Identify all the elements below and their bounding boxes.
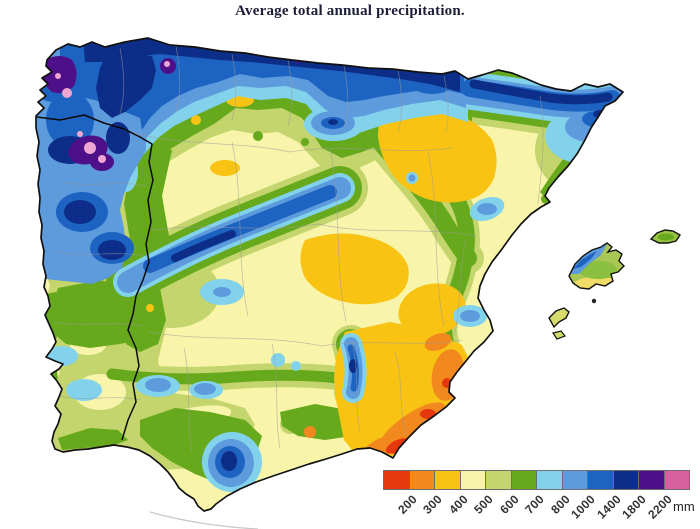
legend-swatch-0 bbox=[383, 470, 410, 490]
legend-swatch-1 bbox=[408, 470, 435, 490]
legend-swatch-9 bbox=[612, 470, 639, 490]
legend-swatch-6 bbox=[536, 470, 563, 490]
legend-ticks: mm 200 300 400 500 600 700 800 1000 1400 1800 2200 bbox=[383, 490, 695, 526]
legend-bar bbox=[383, 470, 690, 490]
legend-swatch-10 bbox=[638, 470, 665, 490]
legend-swatch-8 bbox=[587, 470, 614, 490]
legend-swatch-2 bbox=[434, 470, 461, 490]
legend-swatch-7 bbox=[561, 470, 588, 490]
cabrera-islet bbox=[591, 298, 597, 304]
formentera-island bbox=[552, 330, 566, 340]
legend-swatch-3 bbox=[459, 470, 486, 490]
legend-swatch-11 bbox=[663, 470, 690, 490]
legend: mm 200 300 400 500 600 700 800 1000 1400 1800 2200 bbox=[383, 470, 695, 526]
ibiza-island bbox=[548, 307, 570, 329]
legend-swatch-5 bbox=[510, 470, 537, 490]
province-boundaries bbox=[53, 45, 544, 453]
legend-swatch-4 bbox=[485, 470, 512, 490]
legend-unit-label: mm bbox=[673, 499, 695, 514]
portugal-spain-border bbox=[36, 114, 154, 441]
balearic-islands bbox=[548, 229, 681, 340]
precipitation-regions bbox=[36, 38, 623, 492]
africa-coast-hint bbox=[149, 511, 259, 529]
map-title: Average total annual precipitation. bbox=[235, 3, 465, 19]
